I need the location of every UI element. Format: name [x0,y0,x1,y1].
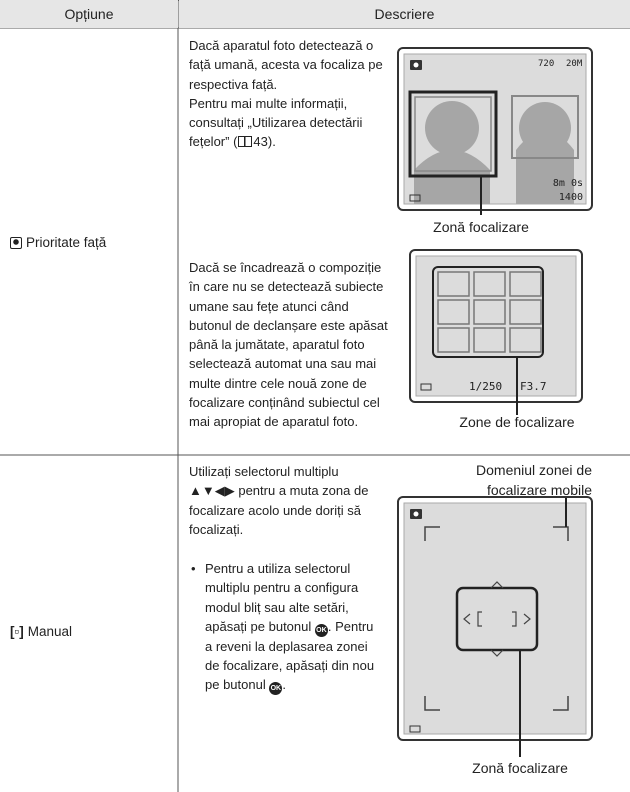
header-cell: Descriere [179,0,630,28]
paragraph: Pentru mai multe informații, consultați … [189,94,397,152]
figure-label: Domeniul zonei de focalizare mobile [476,462,592,498]
text: Pentru mai multe informații, consultați … [189,95,363,150]
screen-text: 1400 [559,192,583,203]
header-cell: Opțiune [0,0,178,28]
text: Pentru a utiliza selectorul multiplu pen… [205,561,359,634]
option: Prioritate față [10,233,106,252]
screen-text: 1/250 [469,380,502,393]
screen-text: 720 [538,59,554,69]
description: Dacă aparatul foto detectează o față uma… [189,36,397,152]
option-text: Prioritate față [26,235,107,250]
paragraph: Dacă se încadrează o compoziție în care … [189,260,388,430]
option: [▫] Manual [10,622,72,641]
icon: OK [314,623,328,637]
figure-label: Zonă focalizare [472,760,568,776]
icon: OK [269,682,283,696]
text: . [282,677,286,693]
text: . Pentru a reveni la deplasarea zonei de… [205,618,375,693]
text: 43). [253,134,276,150]
bullet-dot: • [191,561,196,576]
paragraph: Utilizați selectorul multiplu ▲▼◀▶ pentr… [189,464,369,537]
icon: [▫] [10,624,24,639]
screen: 720 20M 8m 0s 1400 [397,47,593,211]
screen-text: 20M [566,59,583,69]
figure-label: Zonă focalizare [433,219,529,235]
screen-text: F3.7 [520,380,547,393]
screen [397,496,593,741]
option-text: Manual [27,624,73,639]
screen: 1/250 F3.7 [409,249,583,403]
screen-text: 8m 0s [553,178,583,189]
icon [238,136,253,148]
bullet: • Pentru a utiliza selectorul multiplu pe… [191,559,383,696]
icon [10,237,22,249]
figure-label: Zone de focalizare [459,414,575,430]
paragraph: Dacă aparatul foto detectează o față uma… [189,38,383,92]
